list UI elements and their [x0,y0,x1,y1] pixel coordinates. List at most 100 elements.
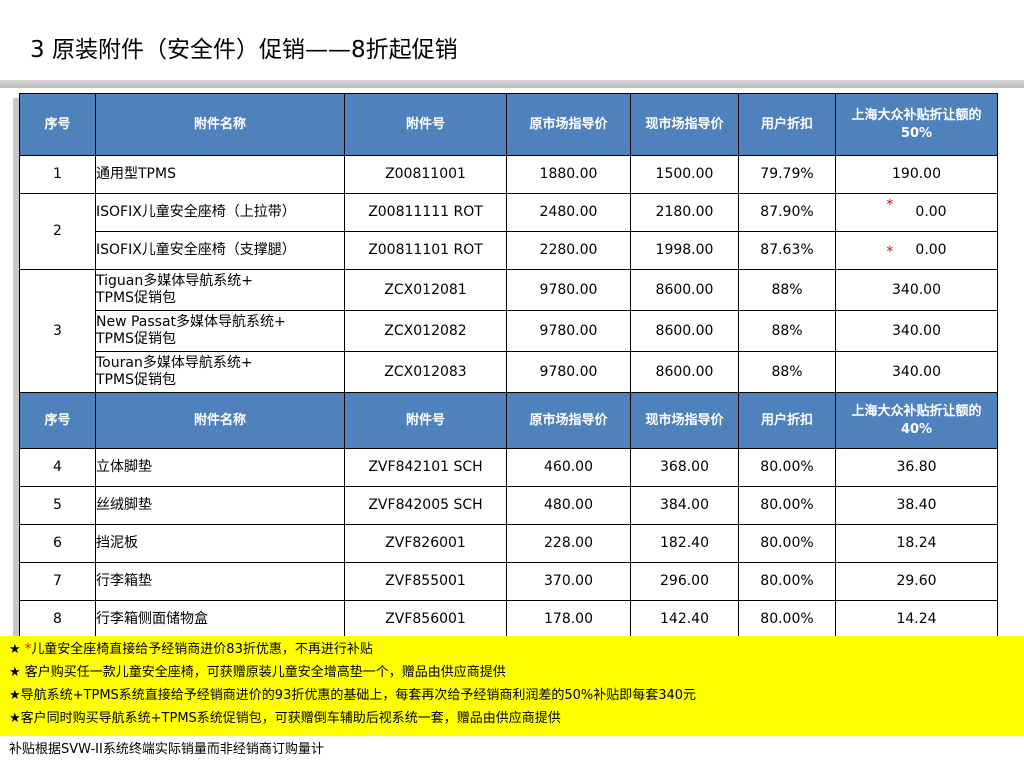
header-seq: 序号 [19,93,96,156]
cell-orig-price: 228.00 [506,524,631,563]
notes-panel: ★ *儿童安全座椅直接给予经销商进价83折优惠，不再进行补贴 ★ 客户购买任一款… [0,636,1024,736]
table1-header-row: 序号 附件名称 附件号 原市场指导价 现市场指导价 用户折扣 上海大众补贴折让额… [19,93,998,156]
table-row: 6 挡泥板 ZVF826001 228.00 182.40 80.00% 18.… [19,524,998,563]
cell-curr-price: 1998.00 [630,231,739,270]
cell-subsidy: 340.00 [835,310,998,352]
name-line-2: TPMS促销包 [96,372,176,388]
cell-name: Tiguan多媒体导航系统+ TPMS促销包 [95,269,345,311]
cell-subsidy: 29.60 [835,562,998,601]
header-part-no: 附件号 [344,93,507,156]
asterisk-mark: * [886,244,894,260]
table-row: ISOFIX儿童安全座椅（支撑腿） Z00811101 ROT 2280.00 … [20,231,998,270]
cell-discount: 80.00% [738,524,836,563]
name-line-2: TPMS促销包 [96,331,176,347]
page-title: 3 原装附件（安全件）促销——8折起促销 [30,37,458,63]
table-row: 5 丝绒脚垫 ZVF842005 SCH 480.00 384.00 80.00… [19,486,998,525]
cell-part-no: ZVF842005 SCH [344,486,507,525]
note-4: ★客户同时购买导航系统+TPMS系统促销包，可获赠倒车辅助后视系统一套，赠品由供… [9,711,561,726]
cell-subsidy: 14.24 [835,600,998,639]
cell-part-no: ZVF826001 [344,524,507,563]
cell-discount: 80.00% [738,600,836,639]
header-name: 附件名称 [95,93,345,156]
cell-discount: 88% [738,269,836,311]
subsidy-value: 0.00 [915,242,947,258]
cell-name: 行李箱垫 [95,562,345,601]
note-asterisk: * [24,642,32,657]
cell-orig-price: 178.00 [506,600,631,639]
cell-part-no: Z00811101 ROT [344,231,507,270]
note-1-text: 儿童安全座椅直接给予经销商进价83折优惠，不再进行补贴 [31,642,373,657]
cell-curr-price: 8600.00 [630,310,739,352]
table2-header-row: 序号 附件名称 附件号 原市场指导价 现市场指导价 用户折扣 上海大众补贴折让额… [19,392,998,449]
cell-seq: 2 [19,193,96,270]
note-3: ★导航系统+TPMS系统直接给予经销商进价的93折优惠的基础上，每套再次给予经销… [9,688,697,703]
cell-seq: 4 [19,448,96,487]
cell-curr-price: 8600.00 [630,269,739,311]
cell-subsidy: * 0.00 [835,231,998,270]
cell-orig-price: 9780.00 [506,310,631,352]
cell-curr-price: 142.40 [630,600,739,639]
cell-seq: 1 [19,155,96,194]
asterisk-mark: * [886,197,894,213]
cell-part-no: ZCX012081 [344,269,507,311]
header-subsidy: 上海大众补贴折让额的50% [835,93,998,156]
table-row: Touran多媒体导航系统+ TPMS促销包 ZCX012083 9780.00 … [20,351,998,393]
cell-subsidy: 18.24 [835,524,998,563]
cell-discount: 87.63% [738,231,836,270]
cell-name: New Passat多媒体导航系统+ TPMS促销包 [95,310,345,352]
cell-name: Touran多媒体导航系统+ TPMS促销包 [95,351,345,393]
cell-part-no: ZCX012083 [344,351,507,393]
cell-orig-price: 9780.00 [506,269,631,311]
header-name: 附件名称 [95,392,345,449]
header-discount: 用户折扣 [738,93,836,156]
table-row: 7 行李箱垫 ZVF855001 370.00 296.00 80.00% 29… [19,562,998,601]
cell-subsidy: 36.80 [835,448,998,487]
cell-discount: 88% [738,310,836,352]
cell-orig-price: 2280.00 [506,231,631,270]
cell-subsidy: 340.00 [835,351,998,393]
header-curr-price: 现市场指导价 [630,392,739,449]
table-row: 8 行李箱侧面储物盒 ZVF856001 178.00 142.40 80.00… [19,600,998,639]
cell-subsidy: 190.00 [835,155,998,194]
cell-part-no: Z00811111 ROT [344,193,507,232]
cell-name: ISOFIX儿童安全座椅（支撑腿） [95,231,345,270]
cell-seq: 7 [19,562,96,601]
cell-orig-price: 370.00 [506,562,631,601]
name-line-1: Touran多媒体导航系统+ [96,355,253,371]
cell-discount: 80.00% [738,486,836,525]
cell-orig-price: 460.00 [506,448,631,487]
table-row: New Passat多媒体导航系统+ TPMS促销包 ZCX012082 9780… [20,310,998,352]
cell-part-no: ZVF856001 [344,600,507,639]
cell-curr-price: 2180.00 [630,193,739,232]
header-curr-price: 现市场指导价 [630,93,739,156]
header-part-no: 附件号 [344,392,507,449]
table-row: 1 通用型TPMS Z00811001 1880.00 1500.00 79.7… [19,155,998,194]
cell-part-no: ZVF855001 [344,562,507,601]
cell-part-no: Z00811001 [344,155,507,194]
cell-discount: 80.00% [738,448,836,487]
cell-name: ISOFIX儿童安全座椅（上拉带） [95,193,345,232]
cell-subsidy: 340.00 [835,269,998,311]
cell-seq: 8 [19,600,96,639]
cell-name: 挡泥板 [95,524,345,563]
note-1: ★ *儿童安全座椅直接给予经销商进价83折优惠，不再进行补贴 [9,640,373,660]
star-bullet: ★ [9,642,25,657]
cell-seq: 5 [19,486,96,525]
cell-subsidy: 38.40 [835,486,998,525]
cell-discount: 79.79% [738,155,836,194]
cell-curr-price: 1500.00 [630,155,739,194]
cell-seq: 6 [19,524,96,563]
header-orig-price: 原市场指导价 [506,93,631,156]
name-line-1: New Passat多媒体导航系统+ [96,314,286,330]
header-subsidy: 上海大众补贴折让额的40% [835,392,998,449]
cell-discount: 80.00% [738,562,836,601]
cell-discount: 88% [738,351,836,393]
cell-discount: 87.90% [738,193,836,232]
cell-part-no: ZVF842101 SCH [344,448,507,487]
cell-name: 行李箱侧面储物盒 [95,600,345,639]
header-seq: 序号 [19,392,96,449]
subsidy-value: 0.00 [915,204,947,220]
name-line-1: Tiguan多媒体导航系统+ [96,273,253,289]
note-2: ★ 客户购买任一款儿童安全座椅，可获赠原装儿童安全增高垫一个，赠品由供应商提供 [9,665,506,680]
cell-curr-price: 182.40 [630,524,739,563]
